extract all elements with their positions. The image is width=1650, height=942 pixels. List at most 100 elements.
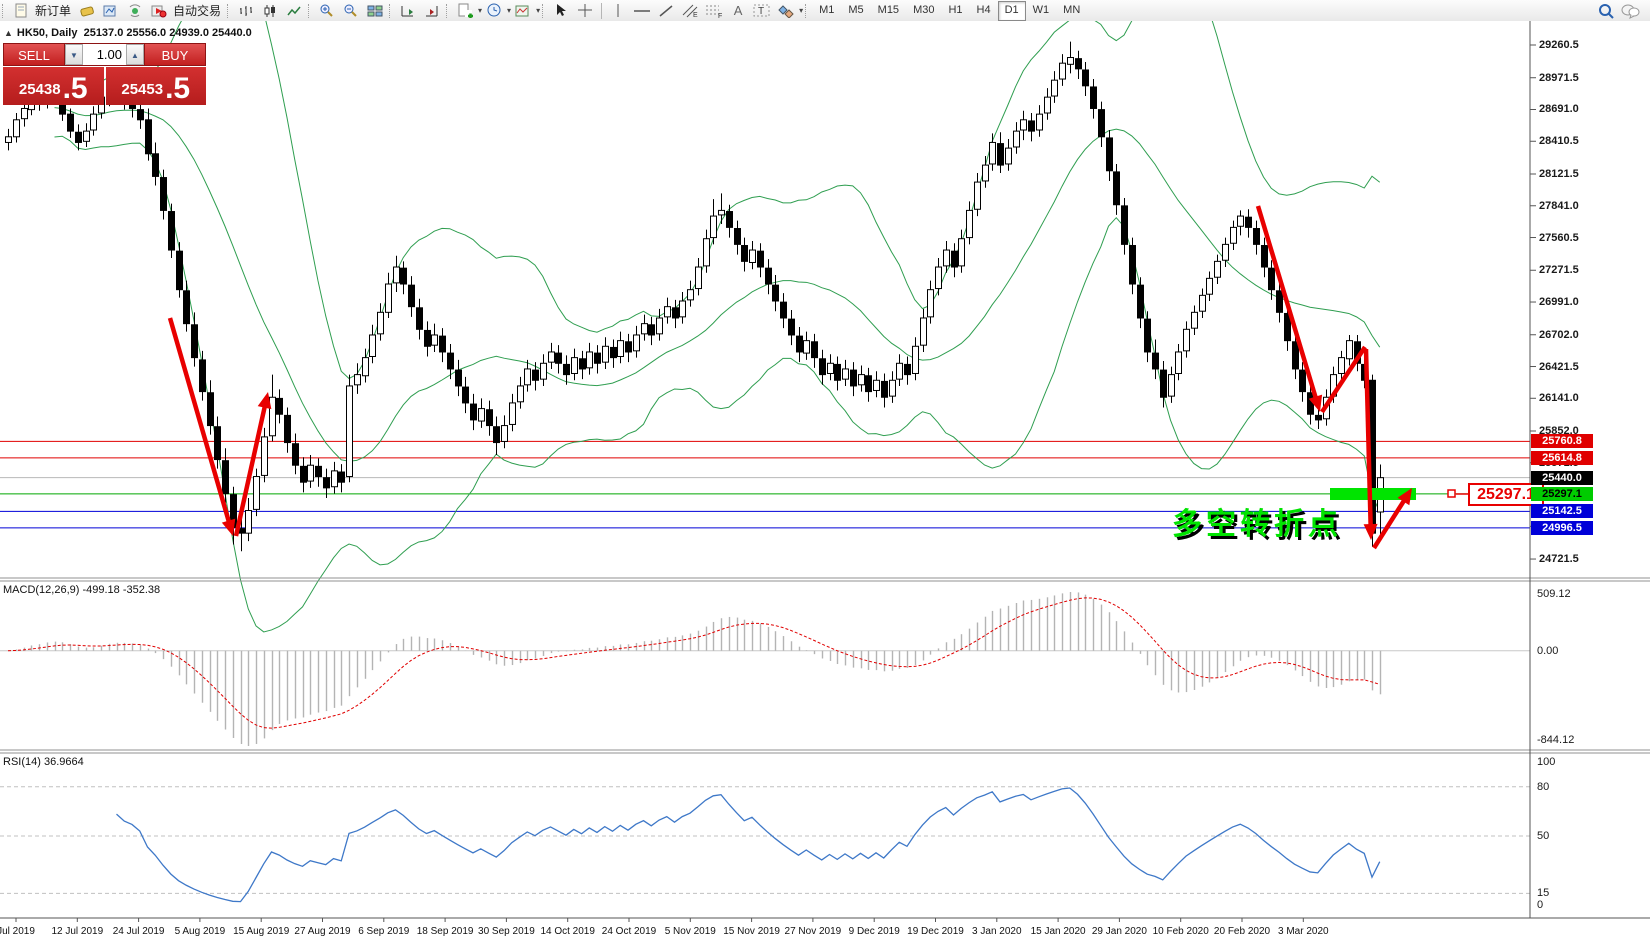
signal-icon[interactable] [123,2,147,20]
indicators-icon[interactable] [511,2,535,20]
symbol-title: HK50, Daily [16,27,78,39]
shapes-caret[interactable]: ▾ [799,6,804,15]
rsi-scale-label: 100 [1537,756,1556,768]
templates-caret[interactable]: ▾ [478,6,483,15]
date-label: 20 Feb 2020 [1213,926,1271,937]
date-label: 6 Sep 2019 [358,926,410,937]
period-caret[interactable]: ▾ [507,6,512,15]
svg-text:F: F [718,13,722,18]
timeframe-button-h1[interactable]: H1 [948,3,963,16]
cursor-icon[interactable] [549,2,573,20]
timeframe-button-m1[interactable]: M1 [819,3,835,16]
timeframe-button-mn[interactable]: MN [1063,3,1081,16]
date-label: 10 Feb 2020 [1152,926,1209,937]
price-tick: 26702.0 [1539,328,1579,341]
collapse-panel-icon[interactable]: ▲ [4,28,13,38]
price-tick: 25852.0 [1539,425,1579,437]
search-icon[interactable] [1594,2,1618,20]
volume-input[interactable]: 1.00 [96,47,122,62]
chart-line-icon[interactable] [282,2,306,20]
macd-scale-label: 0.00 [1537,644,1559,657]
sell-price[interactable]: 25438 .5 [3,67,104,105]
sell-button[interactable]: SELL [3,43,65,66]
horizontal-line-icon[interactable] [630,2,654,20]
timeframe-bar: M1 M5 M15 M30 H1 H4 D1 W1 MN [812,0,1087,21]
shapes-icon[interactable] [774,2,798,20]
date-label: 15 Nov 2019 [723,926,780,937]
price-line-label: 24996.5 [1531,520,1593,535]
chat-icon[interactable] [1618,2,1642,20]
symbol-info: ▲ HK50, Daily 25137.0 25556.0 24939.0 254… [4,27,252,39]
timeframe-button-h4[interactable]: H4 [976,3,991,16]
date-label: Jul 2019 [0,926,35,937]
price-tick: 29260.5 [1539,39,1579,51]
sell-price-main: 25438 [18,81,61,98]
equidistant-channel-icon[interactable]: E [678,2,702,20]
price-tick: 26991.0 [1539,296,1579,309]
market-watch-icon[interactable] [99,2,123,20]
date-label: 24 Jul 2019 [112,926,165,937]
chart-bar-icon[interactable] [234,2,258,20]
new-order-button[interactable] [9,2,33,20]
toolbar: 新订单 自动交易 [0,0,1650,22]
auto-scroll-icon[interactable] [396,2,420,20]
price-callout-box: 25297.1 [1468,483,1544,506]
price-line-label: 25440.0 [1531,470,1593,485]
volume-control: ▼ 1.00 ▲ [65,43,144,66]
date-label: 30 Sep 2019 [478,926,535,937]
buy-button[interactable]: BUY [144,43,206,66]
volume-down-button[interactable]: ▼ [65,44,83,65]
date-label: 24 Oct 2019 [601,926,657,937]
chart-shift-icon[interactable] [420,2,444,20]
price-tick: 28410.5 [1539,135,1579,148]
symbol-ohlc: 25137.0 25556.0 24939.0 25440.0 [83,27,252,39]
price-tick: 27271.5 [1539,264,1579,277]
date-label: 14 Oct 2019 [540,926,595,937]
price-tick: 27841.0 [1539,199,1579,212]
timeframe-button-w1[interactable]: W1 [1032,3,1050,16]
trendline-icon[interactable] [654,2,678,20]
macd-scale-label: -844.12 [1537,734,1575,746]
date-label: 5 Aug 2019 [174,926,226,937]
fibonacci-icon[interactable]: F [702,2,726,20]
timeframe-button-m15[interactable]: M15 [877,3,900,16]
svg-text:T: T [758,6,764,17]
date-label: 27 Nov 2019 [784,926,842,937]
price-tick: 26141.0 [1539,392,1579,405]
date-label: 9 Dec 2019 [848,926,900,937]
timeframe-button-m30[interactable]: M30 [913,3,935,16]
date-label: 29 Jan 2020 [1091,926,1147,937]
buy-price[interactable]: 25453 .5 [105,67,206,105]
macd-indicator-label: MACD(12,26,9) -499.18 -352.38 [3,584,161,596]
templates-icon[interactable] [453,2,477,20]
chart-candlestick-icon[interactable] [258,2,282,20]
zoom-out-icon[interactable] [339,2,363,20]
new-order-label[interactable]: 新订单 [35,4,72,18]
turning-point-annotation: 多空转折点 [1172,508,1342,541]
date-label: 15 Aug 2019 [233,926,290,937]
zoom-in-icon[interactable] [315,2,339,20]
vertical-line-icon[interactable] [606,2,630,20]
period-icon[interactable] [482,2,506,20]
deposit-icon[interactable] [75,2,99,20]
one-click-trading-panel: SELL ▼ 1.00 ▲ BUY 25438 .5 25453 .5 [3,43,206,105]
volume-up-button[interactable]: ▲ [126,44,144,65]
text-icon[interactable]: A [733,3,743,18]
tile-windows-icon[interactable] [363,2,387,20]
toolbar-grip [446,3,451,18]
sell-price-frac: .5 [62,72,88,105]
timeframe-button-m5[interactable]: M5 [848,3,864,16]
indicators-caret[interactable]: ▾ [536,6,541,15]
auto-trading-label[interactable]: 自动交易 [173,4,222,18]
crosshair-icon[interactable] [573,2,597,20]
text-label-icon[interactable]: T [750,2,774,20]
svg-text:E: E [693,12,698,18]
price-tick: 28971.5 [1539,71,1579,84]
timeframe-button-d1[interactable]: D1 [997,0,1026,21]
price-tick: 28691.0 [1539,103,1579,116]
auto-trading-icon[interactable] [147,2,171,20]
date-label: 18 Sep 2019 [416,926,474,937]
rsi-scale-label: 15 [1537,887,1550,900]
